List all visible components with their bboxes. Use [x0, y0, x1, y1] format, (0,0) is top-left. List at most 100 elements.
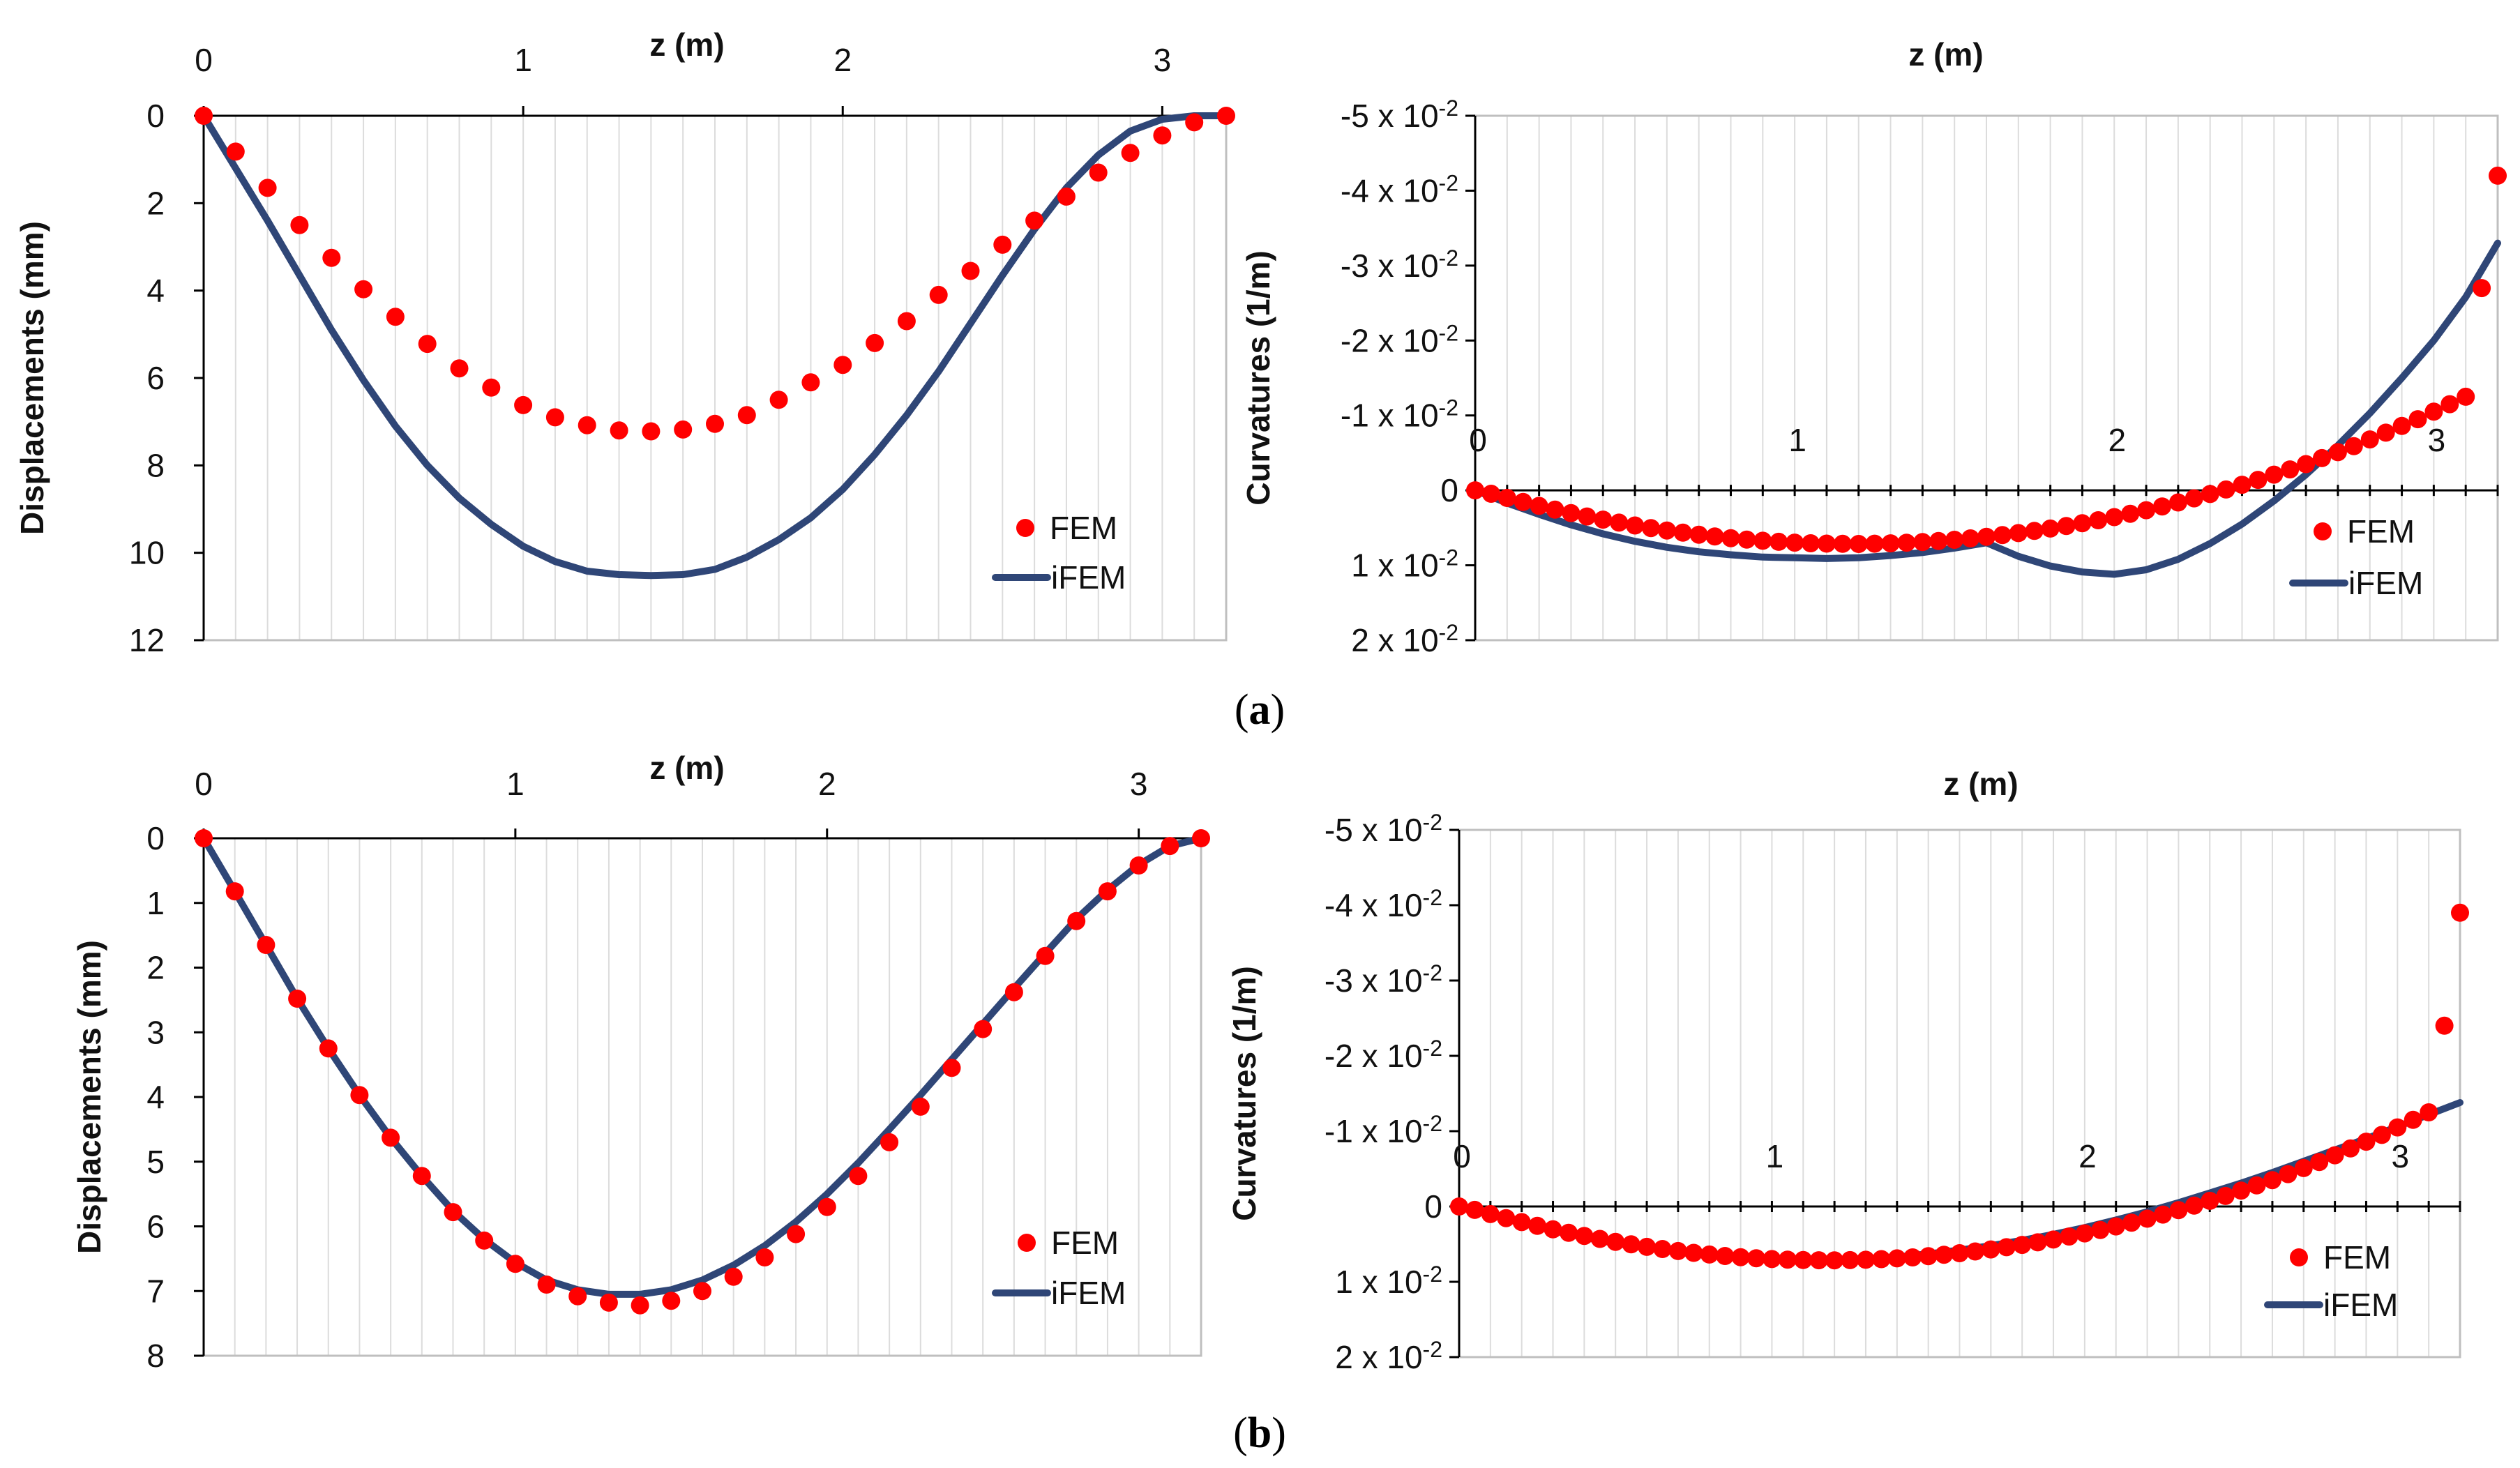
x-tick-label: 1	[1788, 422, 1806, 458]
y-tick-label: 6	[146, 360, 165, 396]
fem-data-point	[929, 285, 948, 304]
fem-data-point	[2025, 522, 2044, 540]
fem-data-point	[2404, 1110, 2422, 1129]
y-tick-mantissa: -2 x 10	[1341, 322, 1439, 358]
fem-data-point	[1089, 163, 1108, 182]
x-tick-label: 3	[1130, 766, 1148, 802]
fem-data-point	[1004, 983, 1023, 1001]
fem-data-point	[1642, 519, 1660, 538]
ifem-series-line	[200, 112, 1230, 580]
fem-data-point	[2357, 1133, 2376, 1151]
fem-data-point	[2185, 489, 2203, 508]
y-tick-label: 2	[146, 950, 165, 986]
fem-data-point	[2154, 1205, 2172, 1224]
fem-data-point	[693, 1282, 711, 1301]
fem-data-point	[1982, 1240, 2000, 1259]
fem-data-point	[382, 1128, 400, 1147]
legend-ifem-label: iFEM	[2323, 1287, 2398, 1323]
y-tick-exponent: -2	[1423, 1036, 1442, 1061]
y-tick-label: -3 x 10-2	[1325, 960, 1442, 999]
y-tick-exponent: -2	[1439, 320, 1458, 345]
fem-data-point	[1950, 1244, 1969, 1262]
fem-data-point	[1903, 1248, 1922, 1266]
y-tick-label: 1 x 10-2	[1351, 545, 1458, 584]
fem-data-point	[2169, 1201, 2188, 1220]
fem-data-point	[2233, 476, 2251, 494]
fem-data-point	[537, 1276, 556, 1294]
fem-data-point	[444, 1203, 462, 1222]
fem-data-point	[2089, 511, 2108, 529]
fem-data-point	[961, 262, 980, 280]
fem-data-point	[1594, 510, 1613, 529]
y-tick-mantissa: 0	[1440, 472, 1458, 508]
fem-data-point	[1825, 1251, 1844, 1270]
x-tick-label: 3	[2392, 1138, 2410, 1174]
y-tick-mantissa: -1 x 10	[1325, 1113, 1423, 1149]
fem-data-point	[195, 829, 213, 847]
fem-data-point	[662, 1292, 681, 1310]
fem-data-point	[1129, 856, 1148, 875]
fem-data-point	[2057, 517, 2076, 536]
fem-data-point	[1721, 529, 1740, 547]
fem-data-point	[412, 1167, 431, 1186]
y-tick-exponent: -2	[1423, 1111, 1442, 1136]
y-tick-mantissa: -5 x 10	[1325, 812, 1423, 848]
x-tick-label: 2	[2108, 422, 2126, 458]
fem-data-point	[833, 356, 852, 374]
fem-data-point	[1562, 504, 1580, 522]
y-tick-mantissa: 0	[1424, 1188, 1442, 1225]
fem-data-point	[2344, 437, 2363, 455]
fem-data-point	[942, 1059, 961, 1077]
fem-data-point	[1966, 1242, 1984, 1261]
y-tick-mantissa: -4 x 10	[1325, 887, 1423, 923]
fem-data-point	[2232, 1181, 2251, 1200]
fem-data-point	[1025, 211, 1044, 230]
legend-fem-marker	[1016, 519, 1034, 537]
fem-data-point	[1098, 882, 1117, 901]
y-tick-mantissa: -2 x 10	[1325, 1038, 1423, 1074]
fem-data-point	[1747, 1249, 1765, 1268]
fem-data-point	[2435, 1016, 2454, 1035]
fem-data-point	[755, 1248, 774, 1266]
legend-ifem-label: iFEM	[1051, 1275, 1126, 1311]
fem-data-point	[880, 1133, 899, 1151]
fem-data-point	[1497, 489, 1516, 507]
fem-data-point	[1753, 531, 1772, 550]
fem-data-point	[1036, 946, 1055, 965]
fem-data-point	[1841, 1250, 1859, 1269]
y-tick-exponent: -2	[1439, 245, 1458, 271]
fem-data-point	[2360, 430, 2379, 449]
fem-data-point	[2281, 460, 2300, 479]
y-tick-label: 6	[146, 1209, 165, 1245]
y-tick-label: 1	[146, 885, 165, 921]
fem-data-point	[1465, 1200, 1484, 1219]
fem-data-point	[1657, 521, 1676, 540]
fem-data-point	[1638, 1237, 1657, 1256]
fem-data-point	[2376, 423, 2395, 442]
fem-data-point	[1057, 187, 1076, 206]
fem-data-point	[1684, 1243, 1703, 1262]
x-axis-title: z (m)	[1908, 36, 1983, 73]
fem-data-point	[1153, 126, 1172, 145]
fem-data-point	[1849, 535, 1868, 553]
x-tick-label: 3	[2428, 422, 2446, 458]
fem-data-point	[1945, 531, 1964, 549]
legend-ifem-label: iFEM	[2348, 565, 2423, 601]
fem-data-point	[1919, 1247, 1938, 1266]
fem-data-point	[1067, 911, 1086, 930]
fem-data-point	[2060, 1227, 2078, 1246]
fem-data-point	[1700, 1245, 1719, 1264]
fem-data-point	[599, 1293, 618, 1312]
fem-data-point	[2105, 508, 2124, 527]
fem-data-point	[1802, 534, 1820, 552]
fem-data-point	[2185, 1196, 2203, 1215]
legend-fem-label: FEM	[2347, 513, 2415, 550]
fem-data-point	[1993, 526, 2012, 545]
ifem-series-line	[200, 835, 1205, 1298]
legend-fem-label: FEM	[1050, 510, 1117, 546]
y-tick-exponent: -2	[1439, 170, 1458, 195]
fem-data-point	[1668, 1241, 1687, 1260]
fem-data-point	[2451, 903, 2469, 922]
fem-data-point	[1512, 1213, 1531, 1232]
fem-data-point	[354, 280, 373, 298]
